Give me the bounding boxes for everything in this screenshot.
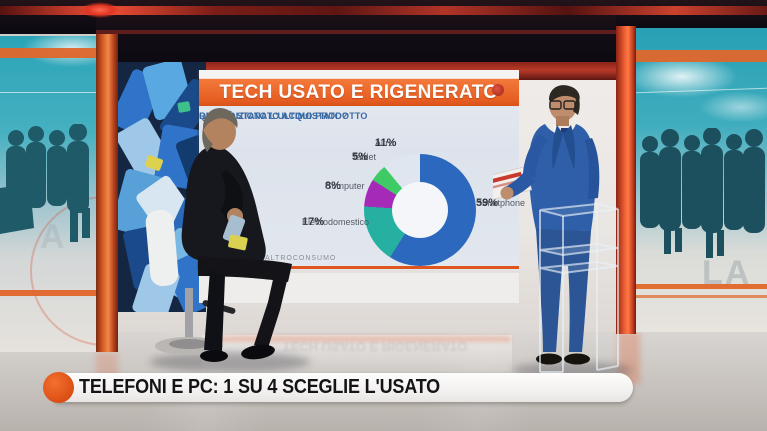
orange-stripe-b2 [636, 295, 767, 298]
chart-question-line1: QUAL È STATO L'ULTIMO PRODOTTO [199, 111, 368, 121]
thin-line [636, 87, 767, 94]
chair-shadow [150, 352, 310, 372]
shoe [536, 353, 562, 365]
wall-red-dot [492, 84, 504, 96]
orange-stripe-bottom [0, 290, 96, 296]
crowd-silhouettes-right [640, 128, 765, 258]
neck [556, 116, 569, 126]
chart-question-line2: RICONDIZIONATO ACQUISTATO? [199, 111, 348, 121]
orange-stripe-b1 [636, 284, 767, 289]
hair [549, 85, 580, 102]
trousers [536, 229, 591, 352]
infographic-screen: TECH USATO E RIGENERATO QUAL È STATO L'U… [199, 70, 525, 270]
donut-hole [392, 182, 448, 238]
glasses [549, 100, 562, 110]
head [204, 114, 236, 150]
ceiling-led-strip [0, 6, 767, 15]
standing-presenter [493, 85, 619, 373]
held-phone [222, 214, 246, 244]
lapel [552, 125, 563, 170]
acrylic-lectern [539, 202, 619, 373]
crowd-screen-right: LA [636, 28, 767, 332]
screen-orange-line [199, 266, 519, 269]
shoe-left [200, 350, 228, 362]
held-card [228, 234, 248, 251]
banner-accent-dot [43, 372, 74, 403]
orange-reflection [206, 336, 511, 342]
suit-jacket [528, 124, 596, 231]
infographic-title: TECH USATO E RIGENERATO [219, 81, 499, 103]
lower-third-text: TELEFONI E PC: 1 SU 4 SCEGLIE L'USATO [79, 376, 441, 398]
screen-top-strip [199, 70, 519, 78]
pillar-reflection-right [618, 332, 640, 384]
crowd-silhouettes-left [0, 124, 90, 242]
hair [203, 108, 238, 132]
ceiling-led-strip-2 [96, 30, 616, 34]
ceiling-led-hotspot [80, 2, 120, 18]
stool-pole [185, 288, 193, 344]
seated-presenter [145, 108, 292, 362]
stool-backrest [145, 209, 179, 287]
orange-stripe [0, 48, 96, 58]
left-arm [523, 134, 548, 178]
orange-pillar-left [96, 34, 118, 352]
infographic-header-bar: TECH USATO E RIGENERATO [199, 78, 519, 106]
crowd-screen-left: A [0, 36, 96, 352]
thin-line [0, 92, 96, 93]
right-arm [585, 138, 600, 199]
lower-third-banner: TELEFONI E PC: 1 SU 4 SCEGLIE L'USATO [55, 373, 633, 402]
ceiling-left [0, 0, 96, 34]
lower-leg [254, 264, 291, 348]
chart-source: ALTROCONSUMO [265, 255, 337, 262]
orange-stripe [636, 50, 767, 62]
left-leg [204, 270, 225, 351]
hand [500, 186, 514, 200]
orange-pillar-right [616, 26, 636, 334]
shoe [241, 344, 275, 360]
